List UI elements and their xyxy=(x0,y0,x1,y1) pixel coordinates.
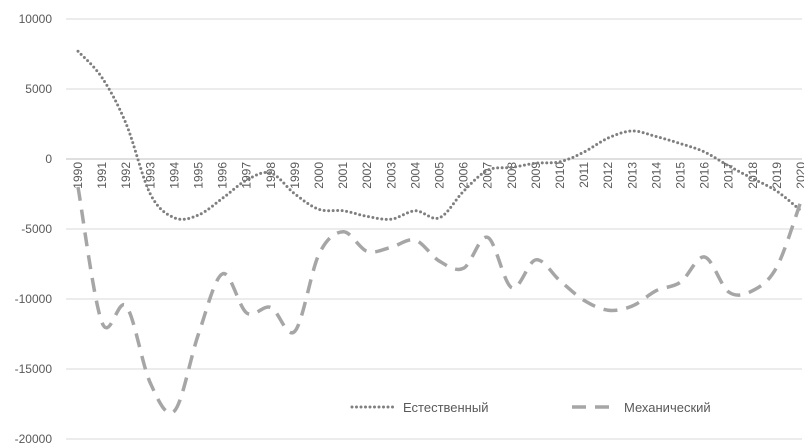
x-tick-label: 2014 xyxy=(649,162,663,189)
x-tick-label: 2019 xyxy=(770,162,784,189)
y-tick-label: 5000 xyxy=(25,82,52,96)
x-tick-label: 1992 xyxy=(119,162,133,189)
legend-label-mekhanichesky: Механический xyxy=(624,400,711,415)
y-axis-ticks: 10000 5000 0 -5000 -10000 -15000 -20000 xyxy=(15,12,53,443)
x-tick-label: 2013 xyxy=(625,162,639,189)
y-tick-label: 10000 xyxy=(19,12,53,26)
y-tick-label: -15000 xyxy=(15,362,53,376)
x-tick-label: 2000 xyxy=(312,162,326,189)
x-tick-label: 2011 xyxy=(577,162,591,188)
series-line-mekhanichesky xyxy=(76,186,803,415)
x-tick-label: 1994 xyxy=(167,162,181,189)
series-line-estestvenny xyxy=(76,49,803,221)
x-tick-label: 1998 xyxy=(264,162,278,189)
x-tick-label: 2008 xyxy=(505,162,519,189)
x-tick-label: 1993 xyxy=(143,162,157,189)
x-tick-label: 2003 xyxy=(384,162,398,189)
x-tick-label: 2002 xyxy=(360,162,374,189)
x-tick-label: 2016 xyxy=(698,162,712,189)
x-tick-label: 1999 xyxy=(288,162,302,189)
x-tick-label: 2007 xyxy=(481,162,495,189)
x-tick-label: 2009 xyxy=(529,162,543,189)
x-tick-label: 2018 xyxy=(746,162,760,189)
x-tick-label: 2012 xyxy=(601,162,615,189)
x-tick-label: 1996 xyxy=(216,162,230,189)
x-tick-label: 1995 xyxy=(192,162,206,189)
y-tick-label: -5000 xyxy=(21,222,52,236)
legend: Естественный Механический xyxy=(350,400,711,415)
x-tick-label: 1991 xyxy=(95,162,109,189)
x-tick-label: 2004 xyxy=(408,162,422,189)
y-tick-label: -20000 xyxy=(15,432,53,443)
x-tick-label: 1990 xyxy=(71,162,85,189)
x-tick-label: 2017 xyxy=(722,162,736,189)
gridlines xyxy=(66,18,802,440)
series-lines xyxy=(76,49,803,415)
x-tick-label: 1997 xyxy=(240,162,254,189)
x-tick-label: 2020 xyxy=(794,162,804,189)
x-tick-label: 2001 xyxy=(336,162,350,189)
x-axis-ticks: 1990 1991 1992 1993 1994 1995 1996 1997 1998 1999… xyxy=(71,162,804,189)
x-tick-label: 2010 xyxy=(553,162,567,189)
y-tick-label: -10000 xyxy=(15,292,53,306)
y-tick-label: 0 xyxy=(45,152,52,166)
legend-label-estestvenny: Естественный xyxy=(403,400,488,415)
x-tick-label: 2006 xyxy=(457,162,471,189)
x-tick-label: 2005 xyxy=(433,162,447,189)
x-tick-label: 2015 xyxy=(674,162,688,189)
